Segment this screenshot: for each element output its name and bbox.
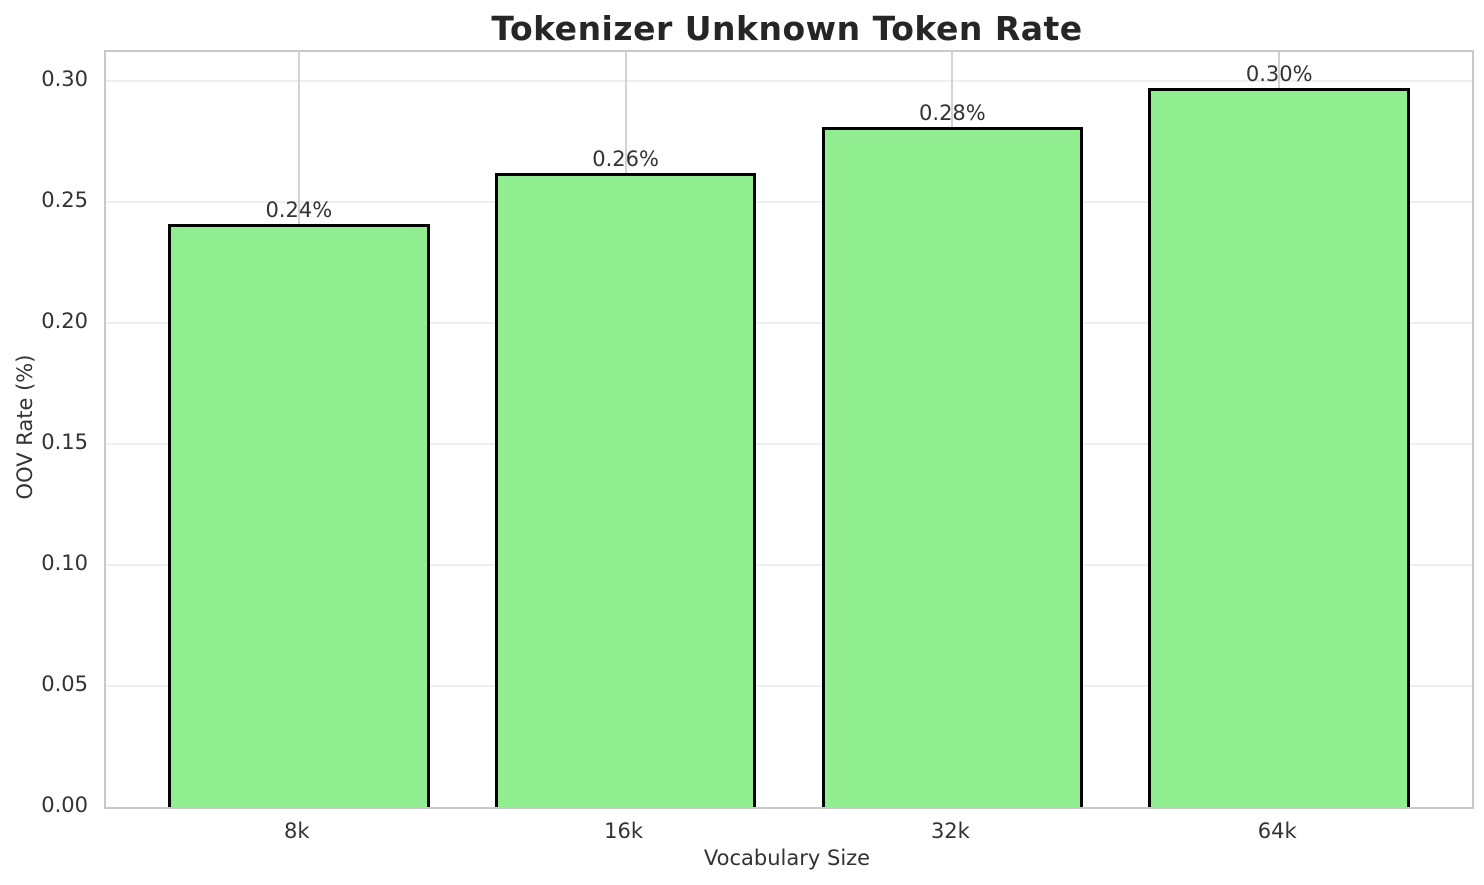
x-tick-label-32k: 32k	[930, 819, 970, 843]
y-tick-label-0.10: 0.10	[41, 551, 88, 575]
bar-value-label-8k: 0.24%	[265, 197, 333, 222]
plot-area: 0.24% 0.26% 0.28% 0.30%	[104, 50, 1474, 809]
y-tick-label-0.30: 0.30	[41, 67, 88, 92]
chart-title: Tokenizer Unknown Token Rate	[491, 9, 1083, 48]
y-tick-label-0.05: 0.05	[41, 672, 88, 696]
y-gridline-0.10	[106, 564, 1472, 567]
x-tick-label-16k: 16k	[604, 819, 644, 843]
bar-16k	[494, 173, 757, 807]
bar-8k	[168, 223, 430, 807]
bar-value-label-32k: 0.28%	[919, 101, 986, 126]
y-gridline-0.15	[106, 443, 1472, 446]
x-axis-title: Vocabulary Size	[703, 846, 871, 870]
y-gridline-0.25	[106, 201, 1472, 204]
y-gridline-0.20	[106, 322, 1472, 325]
bar-value-label-64k: 0.30%	[1245, 62, 1313, 87]
y-axis-title: OOV Rate (%)	[13, 354, 37, 500]
y-tick-label-0.15: 0.15	[41, 430, 88, 455]
bar-32k	[821, 127, 1084, 807]
y-gridline-0.30	[106, 80, 1472, 83]
y-tick-label-0.00: 0.00	[41, 793, 88, 817]
x-tick-label-8k: 8k	[284, 819, 310, 843]
x-tick-label-64k: 64k	[1257, 819, 1297, 843]
bar-64k	[1148, 88, 1410, 807]
y-tick-label-0.25: 0.25	[41, 188, 88, 213]
bar-value-label-16k: 0.26%	[592, 147, 659, 171]
y-tick-label-0.20: 0.20	[41, 309, 88, 334]
y-gridline-0.05	[106, 685, 1472, 688]
